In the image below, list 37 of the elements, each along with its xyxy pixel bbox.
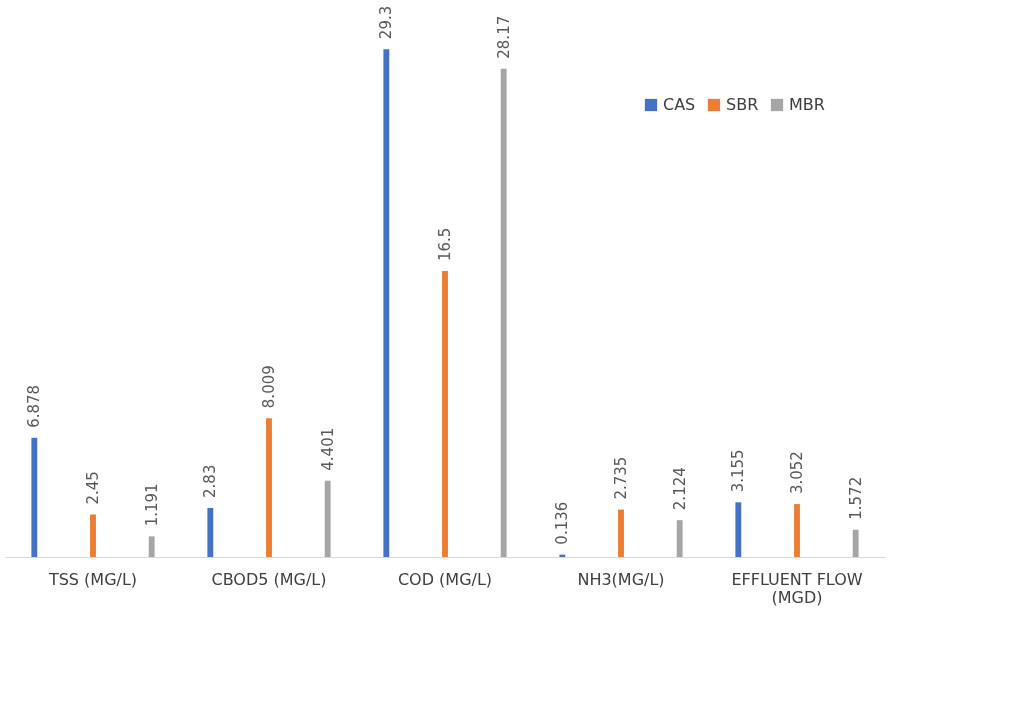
data-label: 4.401 [318,427,337,471]
data-label: 16.5 [436,227,454,261]
x-tick-label: CBOD5 (MG/L) [211,569,327,589]
bar [735,502,742,557]
legend-label: MBR [789,95,825,114]
bar [618,509,624,557]
data-label: 1.572 [846,476,865,520]
bar [676,520,683,557]
data-label: 8.009 [260,365,278,409]
data-label: 3.052 [788,451,806,495]
x-tick-label: COD (MG/L) [397,569,493,589]
data-label: 2.735 [612,456,630,500]
x-tick-label: NH3(MG/L) [577,569,665,589]
bar [90,514,96,557]
bar [500,68,507,557]
bar [324,480,331,557]
data-label: 1.191 [142,483,161,527]
data-label: 2.45 [84,471,102,505]
legend-label: SBR [726,95,759,114]
bar [852,529,859,557]
data-label: 2.124 [670,467,689,511]
x-tick-label: TSS (MG/L) [47,569,138,589]
bar [207,507,214,557]
bar [442,271,448,557]
bar [794,504,800,557]
bar [31,437,38,557]
data-label: 29.3 [377,5,396,40]
data-label: 6.878 [25,384,44,428]
legend-label: CAS [663,95,696,114]
data-label: 28.17 [494,15,513,59]
bar [266,418,272,557]
data-label: 0.136 [553,501,572,545]
data-label: 3.155 [729,449,748,493]
bar [383,49,390,557]
bar [148,536,155,557]
data-label: 2.83 [201,464,220,498]
x-tick-label: EFFLUENT FLOW (MGD) [731,569,863,607]
